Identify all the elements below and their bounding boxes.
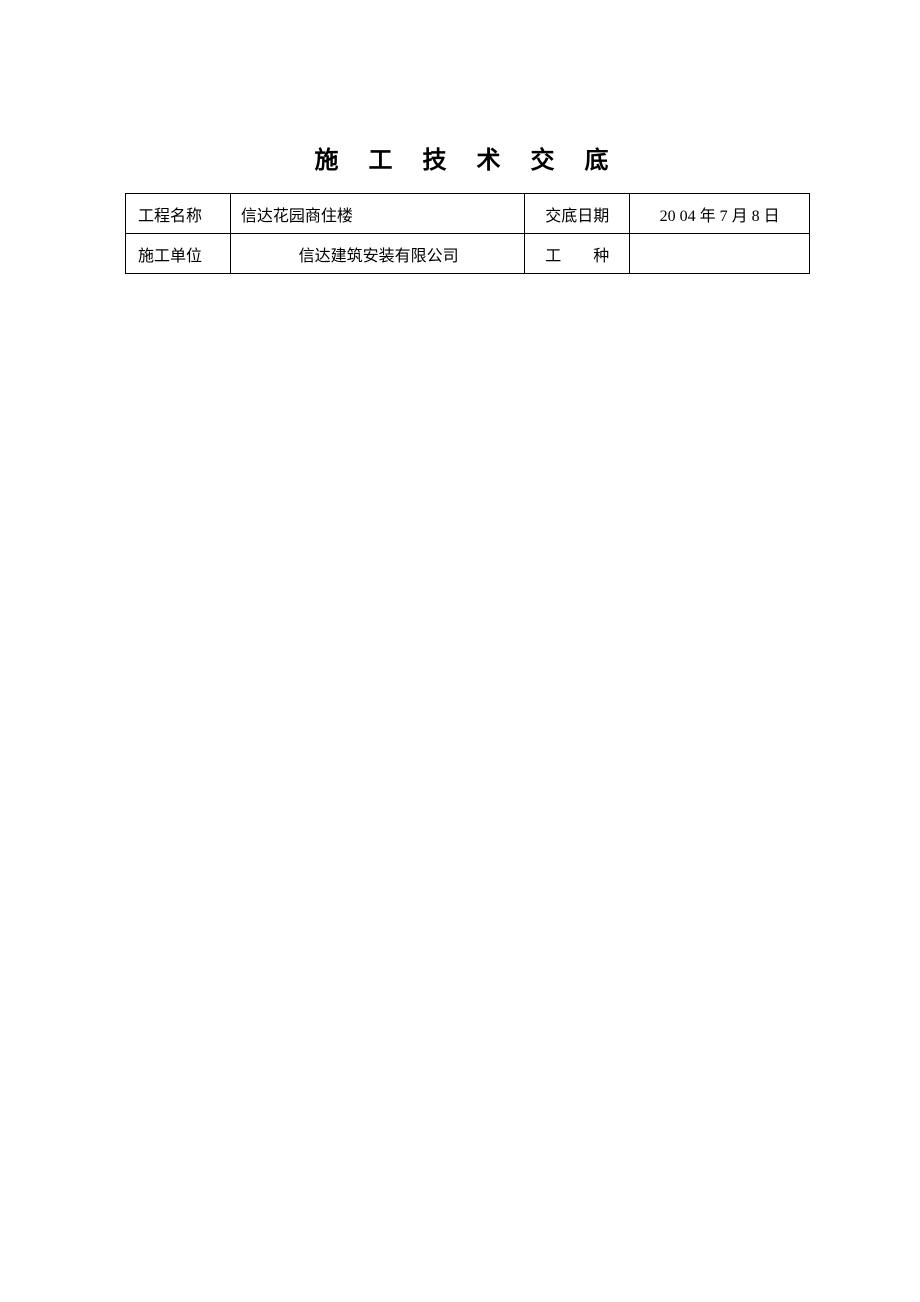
table-row: 施工单位 信达建筑安装有限公司 工 种 xyxy=(126,234,810,274)
cell-work-type-value xyxy=(630,234,810,274)
cell-date-value: 20 04 年 7 月 8 日 xyxy=(630,194,810,234)
table-row: 工程名称 信达花园商住楼 交底日期 20 04 年 7 月 8 日 xyxy=(126,194,810,234)
cell-construction-unit-value: 信达建筑安装有限公司 xyxy=(230,234,524,274)
cell-project-name-value: 信达花园商住楼 xyxy=(230,194,524,234)
cell-work-type-label: 工 种 xyxy=(525,234,630,274)
cell-project-name-label: 工程名称 xyxy=(126,194,231,234)
document-page: 施 工 技 术 交 底 工程名称 信达花园商住楼 交底日期 20 04 年 7 … xyxy=(0,0,920,274)
cell-construction-unit-label: 施工单位 xyxy=(126,234,231,274)
info-table: 工程名称 信达花园商住楼 交底日期 20 04 年 7 月 8 日 施工单位 信… xyxy=(125,193,810,274)
page-title: 施 工 技 术 交 底 xyxy=(125,140,810,175)
cell-date-label: 交底日期 xyxy=(525,194,630,234)
